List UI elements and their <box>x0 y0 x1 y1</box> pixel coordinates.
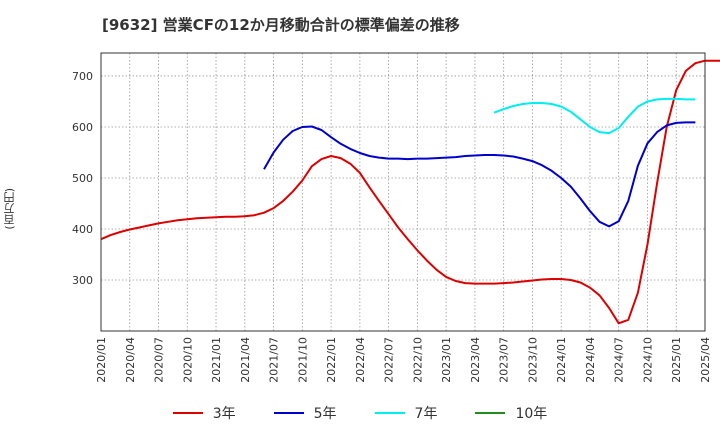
x-tick-label: 2023/04 <box>469 337 482 383</box>
y-tick-label: 600 <box>72 121 93 134</box>
legend-swatch <box>374 412 405 414</box>
x-tick-label: 2023/07 <box>498 337 511 383</box>
x-tick-label: 2024/01 <box>555 337 568 383</box>
x-tick-label: 2024/10 <box>641 337 654 383</box>
x-tick-label: 2025/01 <box>670 337 683 383</box>
x-tick-label: 2022/07 <box>383 337 396 383</box>
legend-label: 7年 <box>414 406 438 422</box>
x-tick-label: 2025/04 <box>699 337 712 383</box>
legend-swatch <box>475 412 506 414</box>
x-tick-label: 2020/04 <box>124 337 137 383</box>
x-tick-label: 2020/10 <box>181 337 194 383</box>
x-tick-label: 2021/04 <box>239 337 252 383</box>
plot-frame <box>100 52 706 332</box>
x-tick-label: 2022/10 <box>411 337 424 383</box>
chart-title: [9632] 営業CFの12か月移動合計の標準偏差の推移 <box>102 16 460 34</box>
x-tick-label: 2021/10 <box>296 337 309 383</box>
x-tick-label: 2024/07 <box>613 337 626 383</box>
legend-label: 10年 <box>515 406 548 422</box>
legend-label: 5年 <box>313 406 337 422</box>
legend-item: 10年 <box>475 403 547 423</box>
y-tick-label: 400 <box>72 223 93 236</box>
x-tick-labels: 2020/01 2020/04 2020/07 2020/10 2021/01 2021/… <box>95 337 712 383</box>
legend-item: 3年 <box>172 403 236 423</box>
x-tick-label: 2021/01 <box>210 337 223 383</box>
legend-swatch <box>273 412 304 414</box>
legend-item: 7年 <box>374 403 438 423</box>
series-line-5年 <box>263 121 696 228</box>
series-layer <box>100 59 720 325</box>
y-tick-labels: 300 400 500 600 700 <box>72 70 93 287</box>
y-tick-label: 500 <box>72 172 93 185</box>
x-tick-label: 2022/04 <box>354 337 367 383</box>
grid-lines <box>101 53 705 331</box>
x-tick-label: 2022/01 <box>325 337 338 383</box>
x-tick-label: 2020/01 <box>95 337 108 383</box>
x-tick-label: 2020/07 <box>153 337 166 383</box>
x-tick-label: 2021/07 <box>268 337 281 383</box>
legend-item: 5年 <box>273 403 337 423</box>
y-tick-label: 300 <box>72 274 93 287</box>
x-tick-label: 2023/10 <box>526 337 539 383</box>
legend-swatch <box>172 412 203 414</box>
y-tick-label: 700 <box>72 70 93 83</box>
x-tick-label: 2024/04 <box>584 337 597 383</box>
legend: 3年 5年 7年 10年 <box>0 403 720 423</box>
x-tick-label: 2023/01 <box>440 337 453 383</box>
legend-label: 3年 <box>212 406 236 422</box>
series-line-7年 <box>493 97 696 135</box>
series-line-3年 <box>100 59 720 325</box>
